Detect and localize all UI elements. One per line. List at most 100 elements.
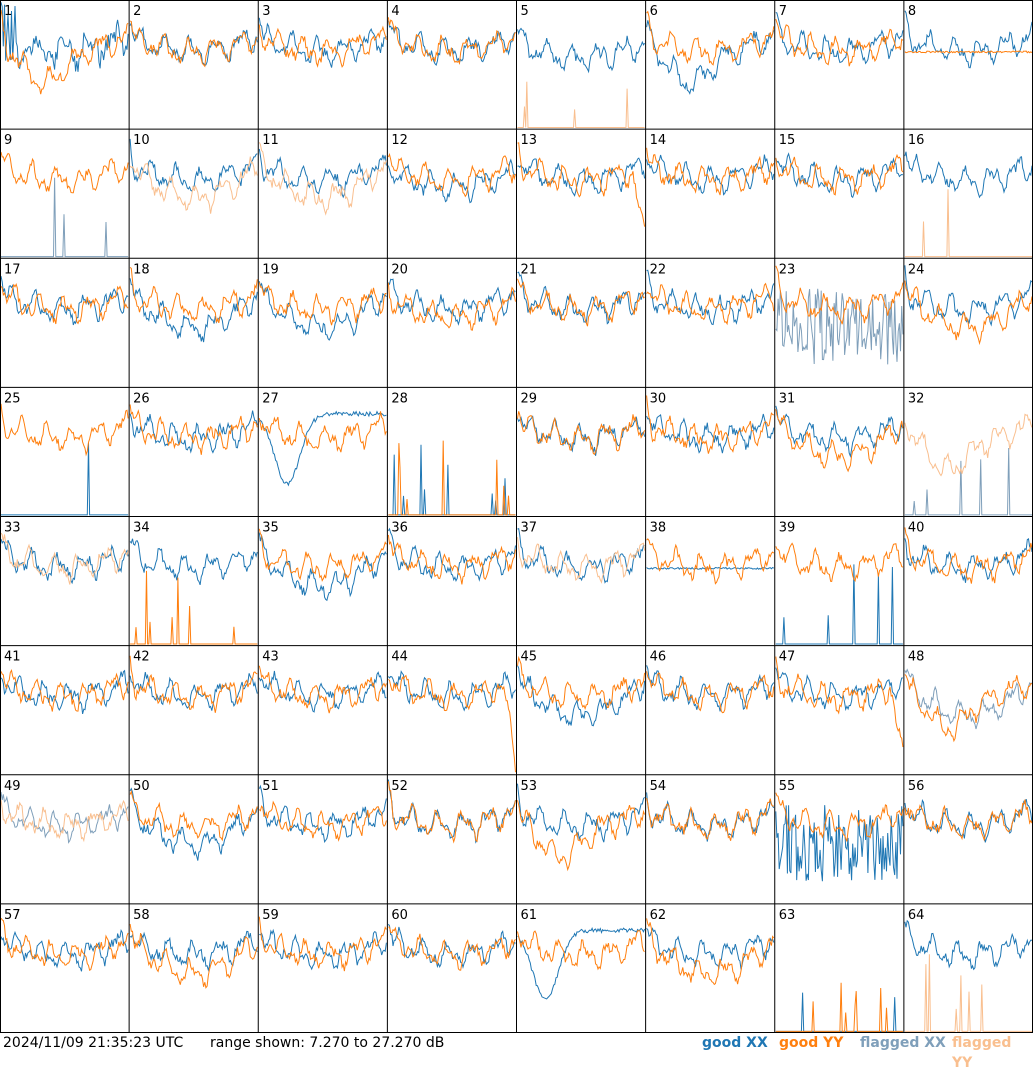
- panel-16-label: 16: [908, 133, 925, 148]
- panel-38: 38: [646, 521, 775, 585]
- panel-41: 41: [0, 650, 129, 715]
- panel-34-xx-line: [129, 538, 258, 586]
- panel-16-xx-line: [904, 151, 1033, 199]
- panel-61-label: 61: [521, 908, 538, 923]
- panel-49-yy-line: [0, 799, 129, 843]
- panel-10: 10: [129, 133, 258, 214]
- panel-55: 55: [775, 779, 904, 882]
- panel-53-label: 53: [521, 779, 538, 794]
- panel-47-yy-line: [775, 656, 904, 748]
- panel-32-label: 32: [908, 391, 925, 406]
- legend-flagged-xx: flagged XX: [860, 1035, 946, 1051]
- panel-41-label: 41: [4, 650, 21, 665]
- panel-8-xx-line: [904, 10, 1033, 69]
- panel-48: 48: [904, 650, 1033, 743]
- panel-59: 59: [258, 908, 387, 972]
- panel-33-yy-line: [0, 532, 129, 585]
- panel-55-yy-line: [775, 792, 904, 842]
- panel-8-label: 8: [908, 4, 916, 19]
- panel-11-label: 11: [262, 133, 279, 148]
- panel-11-xx-line: [258, 148, 387, 199]
- panel-58-label: 58: [133, 908, 150, 923]
- panel-1: 1: [0, 2, 129, 95]
- panel-36-label: 36: [391, 521, 408, 536]
- panel-35-xx-line: [258, 532, 387, 602]
- panel-2: 2: [129, 4, 258, 68]
- panel-57-label: 57: [4, 908, 21, 923]
- panel-19-xx-line: [258, 281, 387, 341]
- panel-34-label: 34: [133, 521, 150, 536]
- panel-36: 36: [387, 521, 516, 585]
- panel-9-xx-line: [1, 177, 129, 258]
- panel-13-yy-line: [517, 142, 646, 227]
- panel-35-yy-line: [258, 528, 387, 582]
- panel-51-label: 51: [262, 779, 279, 794]
- panel-38-yy-line: [646, 538, 775, 585]
- panel-26-yy-line: [129, 404, 258, 455]
- panel-12-yy-line: [387, 152, 516, 198]
- panel-15-label: 15: [779, 133, 796, 148]
- panel-26-label: 26: [133, 391, 150, 406]
- panel-54: 54: [646, 779, 775, 842]
- panel-17-yy-line: [0, 282, 129, 325]
- panel-30-xx-line: [646, 413, 775, 454]
- panel-53: 53: [517, 779, 646, 872]
- panel-5: 5: [517, 4, 646, 128]
- panel-50-xx-line: [129, 787, 258, 861]
- panel-42-label: 42: [133, 650, 150, 665]
- panel-60-yy-line: [388, 926, 516, 971]
- panel-56-label: 56: [908, 779, 925, 794]
- panel-30: 30: [646, 391, 775, 454]
- panel-4-xx-line: [387, 20, 516, 66]
- panel-53-xx-line: [517, 783, 645, 843]
- panel-36-yy-line: [387, 534, 516, 585]
- panel-45-xx-line: [517, 665, 646, 727]
- panel-49-label: 49: [4, 779, 21, 794]
- panel-48-label: 48: [908, 650, 925, 665]
- panel-46-yy-line: [646, 671, 775, 714]
- panel-24-yy-line: [904, 280, 1033, 346]
- panel-8: 8: [904, 4, 1033, 69]
- panel-39-yy-line: [775, 542, 904, 582]
- panel-18: 18: [129, 262, 258, 343]
- panel-52-label: 52: [391, 779, 408, 794]
- legend-flagged-yy: flagged YY: [952, 1035, 1012, 1071]
- legend-good-xx: good XX: [702, 1035, 768, 1051]
- panel-21-yy-line: [517, 278, 645, 327]
- panel-14: 14: [646, 133, 775, 196]
- panel-2-label: 2: [133, 4, 141, 19]
- panel-6: 6: [646, 4, 775, 95]
- panel-9: 9: [0, 133, 129, 258]
- panel-40-xx-line: [904, 538, 1033, 583]
- footer: 2024/11/09 21:35:23 UTC range shown: 7.2…: [0, 1033, 1033, 1071]
- panel-45-yy-line: [517, 655, 646, 711]
- panel-39-label: 39: [779, 521, 796, 536]
- panel-63-label: 63: [779, 908, 796, 923]
- panel-64: 64: [904, 908, 1033, 1032]
- panel-50: 50: [129, 779, 258, 861]
- panel-12-xx-line: [387, 158, 516, 204]
- panel-31: 31: [775, 391, 904, 473]
- panel-3-label: 3: [262, 4, 270, 19]
- panel-1-yy-line: [0, 9, 129, 95]
- panel-57-yy-line: [0, 917, 129, 971]
- panel-39-xx-line: [775, 564, 903, 645]
- panel-11: 11: [258, 133, 387, 216]
- panel-7: 7: [775, 4, 904, 67]
- panel-20: 20: [387, 262, 516, 331]
- panel-57: 57: [0, 908, 129, 972]
- panel-24-label: 24: [908, 262, 925, 277]
- panel-43-xx-line: [258, 670, 387, 713]
- panel-27-xx-line: [258, 410, 387, 487]
- panel-7-label: 7: [779, 4, 787, 19]
- panel-13-label: 13: [521, 133, 538, 148]
- panel-31-label: 31: [779, 391, 796, 406]
- panel-44-label: 44: [391, 650, 408, 665]
- panel-22-yy-line: [646, 282, 775, 326]
- panel-50-yy-line: [129, 789, 258, 842]
- panel-44-yy-line: [388, 674, 516, 773]
- panel-41-xx-line: [0, 669, 129, 715]
- panel-2-xx-line: [129, 21, 258, 67]
- panel-3-xx-line: [258, 17, 387, 68]
- panel-50-label: 50: [133, 779, 150, 794]
